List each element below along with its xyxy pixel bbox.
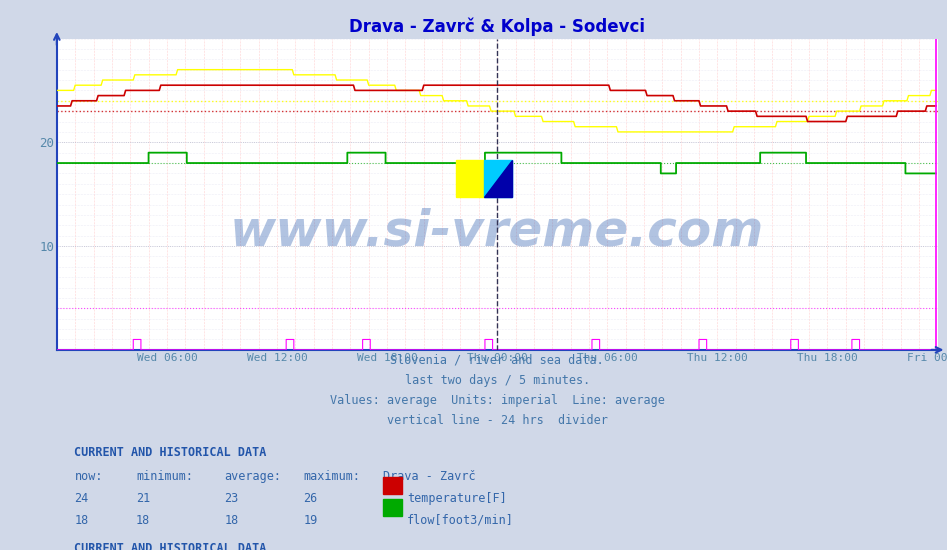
Text: Drava - Zavrč: Drava - Zavrč <box>383 470 475 483</box>
Text: maximum:: maximum: <box>303 470 361 483</box>
Text: last two days / 5 minutes.: last two days / 5 minutes. <box>404 374 590 387</box>
Text: 18: 18 <box>224 514 239 527</box>
Text: Slovenia / river and sea data.: Slovenia / river and sea data. <box>390 354 604 367</box>
Text: temperature[F]: temperature[F] <box>407 492 507 505</box>
FancyBboxPatch shape <box>484 160 512 197</box>
Text: 24: 24 <box>75 492 89 505</box>
Text: www.si-vreme.com: www.si-vreme.com <box>230 207 764 256</box>
Text: 19: 19 <box>303 514 317 527</box>
Text: average:: average: <box>224 470 281 483</box>
Text: 18: 18 <box>75 514 89 527</box>
Text: minimum:: minimum: <box>136 470 193 483</box>
Text: 18: 18 <box>136 514 151 527</box>
Bar <box>383 499 402 516</box>
Bar <box>383 477 402 494</box>
Polygon shape <box>484 160 512 197</box>
Text: 21: 21 <box>136 492 151 505</box>
FancyBboxPatch shape <box>456 160 484 197</box>
Text: Values: average  Units: imperial  Line: average: Values: average Units: imperial Line: av… <box>330 394 665 407</box>
Text: now:: now: <box>75 470 103 483</box>
Text: 23: 23 <box>224 492 239 505</box>
Text: 26: 26 <box>303 492 317 505</box>
Text: CURRENT AND HISTORICAL DATA: CURRENT AND HISTORICAL DATA <box>75 446 267 459</box>
Text: CURRENT AND HISTORICAL DATA: CURRENT AND HISTORICAL DATA <box>75 542 267 550</box>
Text: flow[foot3/min]: flow[foot3/min] <box>407 514 514 527</box>
Text: vertical line - 24 hrs  divider: vertical line - 24 hrs divider <box>386 414 608 427</box>
Title: Drava - Zavrč & Kolpa - Sodevci: Drava - Zavrč & Kolpa - Sodevci <box>349 17 645 36</box>
